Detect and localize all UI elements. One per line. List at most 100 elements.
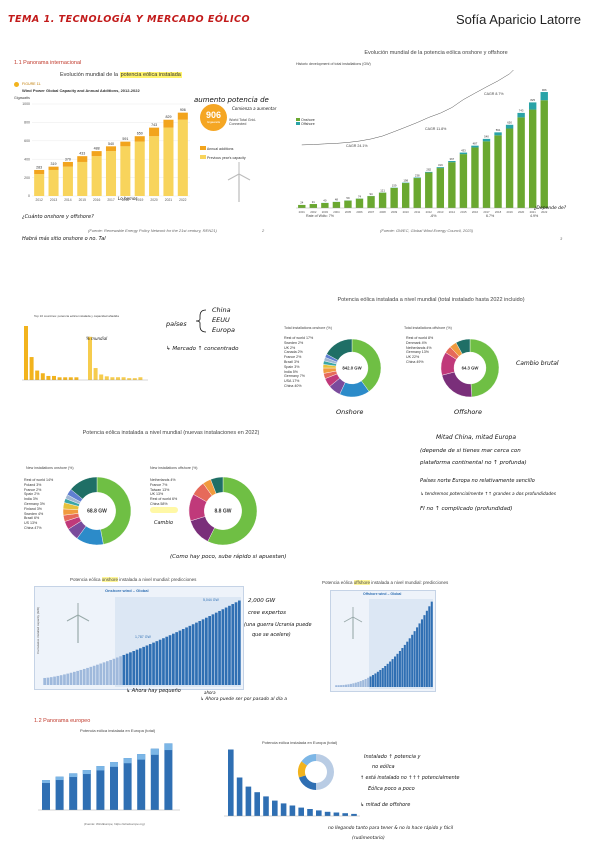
bar-total-label: 59 xyxy=(346,196,350,200)
bar-onshore xyxy=(378,192,387,208)
forecast-bar xyxy=(165,636,169,685)
x-tick-label: 2017 xyxy=(483,210,490,214)
legend-swatch-annual xyxy=(200,146,206,150)
legend-item: Spain 3% xyxy=(284,364,300,369)
legend-item: UK 22% xyxy=(406,355,420,360)
forecast-bar xyxy=(112,658,116,685)
figure-unit: Gigawatts xyxy=(14,96,30,100)
note-cambio-brutal: Cambio brutal xyxy=(516,360,559,367)
forecast-bar xyxy=(211,614,215,685)
document-title: TEMA 1. TECNOLOGÍA Y MERCADO EÓLICO xyxy=(8,14,251,25)
donut-slice xyxy=(441,371,473,398)
bar-offshore xyxy=(505,124,514,129)
legend-item: Spain 2% xyxy=(24,492,40,497)
x-tick-label: 2016 xyxy=(93,198,101,202)
bar-offshore xyxy=(436,167,445,169)
europe-bar-offshore xyxy=(96,766,105,771)
legend-swatch-offshore xyxy=(296,122,300,125)
europe-bar xyxy=(150,748,159,810)
bar-previous xyxy=(77,161,88,196)
forecast-bar xyxy=(376,671,379,687)
europe-donut-slice xyxy=(316,754,334,790)
note-mercado: ↳ Mercado ↑ concentrado xyxy=(166,346,239,352)
bar-onshore xyxy=(413,178,421,208)
forecast-bar xyxy=(76,670,79,685)
on-new-title: New installations onshore (%) xyxy=(26,466,74,470)
forecast-bar xyxy=(89,666,93,685)
top10-bar-new xyxy=(88,336,92,380)
note-instalado: Instalado ↑ potencia y xyxy=(364,754,421,760)
forecast-bar xyxy=(43,677,46,685)
bar-onshore xyxy=(528,109,537,208)
forecast-bar xyxy=(234,602,238,685)
note-esta-instalado: ↑ está instalado no ↑↑↑ potencialmente xyxy=(360,776,460,781)
donut-slice xyxy=(469,338,500,398)
note-plataforma: plataforma continental no ↑ profunda) xyxy=(420,460,527,466)
forecast-bar xyxy=(198,620,202,685)
bar-annual xyxy=(163,119,174,128)
bar-onshore xyxy=(401,183,410,208)
forecast-bar xyxy=(367,677,370,687)
note-ucrania: (una guerra Ucrania puede xyxy=(244,622,312,628)
bar-previous xyxy=(149,136,160,196)
europe-country-bar xyxy=(316,810,322,816)
europe-bar-offshore xyxy=(82,770,91,775)
europe-bar xyxy=(55,776,64,810)
europe-donut-slice xyxy=(301,754,316,766)
wind-turbine-icon-3 xyxy=(343,607,363,639)
forecast-bar xyxy=(403,644,406,687)
legend-offshore: Offshore xyxy=(301,122,315,126)
note-fi: FI no ↑ complicado (profundidad) xyxy=(420,506,513,512)
badge-unit: Gigawatts xyxy=(206,120,221,124)
author-name: Sofía Aparicio Latorre xyxy=(455,12,581,27)
forecast-bar xyxy=(172,633,175,685)
badge-note: World Total Grid-Connected xyxy=(229,118,256,126)
legend-item: Canada 2% xyxy=(284,350,303,355)
cagr-label-3: CAGR 8.7% xyxy=(484,92,504,96)
donut-slice xyxy=(326,338,353,361)
europe-country-bar xyxy=(254,792,260,816)
forecast-bar xyxy=(231,604,235,685)
x-tick-label: 2022 xyxy=(179,198,187,202)
x-tick-label: 2012 xyxy=(426,210,433,214)
bar-total-label: 370 xyxy=(65,157,71,161)
bar-total-label: 591 xyxy=(122,137,128,141)
bar-onshore xyxy=(482,141,491,208)
europe-country-bar xyxy=(280,803,287,816)
europe-bar xyxy=(137,754,146,810)
legend-item: UK 13% xyxy=(150,492,164,497)
forecast-bar xyxy=(69,672,73,685)
top10-bar-new xyxy=(110,377,115,380)
off-new-title: New installations offshore (%) xyxy=(150,466,198,470)
chart1-svg: 0 200 400 600 800 1000 283 2012 319 2013 370 2014 43… xyxy=(22,102,190,202)
chart1-title-pre: Evolución mundial de la xyxy=(60,72,120,78)
donut-slice xyxy=(96,476,132,545)
on-total-title: Total installations onshore (%) xyxy=(284,326,332,330)
bar-total-label: 650 xyxy=(507,121,512,125)
x-tick-label: 2010 xyxy=(403,210,410,214)
europe-right-title: Potencia eólica instalada en Europa (tot… xyxy=(262,740,338,745)
note-paises-norte: Países norte Europa no relativamente sen… xyxy=(420,478,535,484)
legend-prev: Previous year's capacity xyxy=(207,156,246,160)
figure-label: FIGURE 11. xyxy=(22,82,42,86)
top10-title: Top 10 countries: potencia eólica instal… xyxy=(34,314,119,318)
forecast-bar xyxy=(82,668,86,685)
bar-previous xyxy=(48,169,59,196)
bar-annual xyxy=(134,136,145,142)
forecast-bar xyxy=(411,634,414,687)
pred-left-sub: Onshore wind – Global xyxy=(105,588,149,593)
europe-country-bar xyxy=(298,807,304,816)
bar-offshore xyxy=(471,145,479,148)
top10-bar xyxy=(24,326,28,380)
forecast-bar xyxy=(79,669,83,685)
forecast-bar xyxy=(73,671,76,685)
forecast-bar xyxy=(423,615,426,687)
donut-slice xyxy=(455,338,471,355)
note-ahora-pequeno: ↳ Ahora hay pequeño xyxy=(126,688,181,694)
legend-item: Rest of world 6% xyxy=(150,497,178,502)
x-tick-label: 2020 xyxy=(150,198,158,202)
x-tick-label: 2013 xyxy=(50,198,58,202)
europe-country-bar xyxy=(236,777,243,816)
forecast-bar xyxy=(181,629,185,685)
forecast-bar xyxy=(362,680,365,687)
